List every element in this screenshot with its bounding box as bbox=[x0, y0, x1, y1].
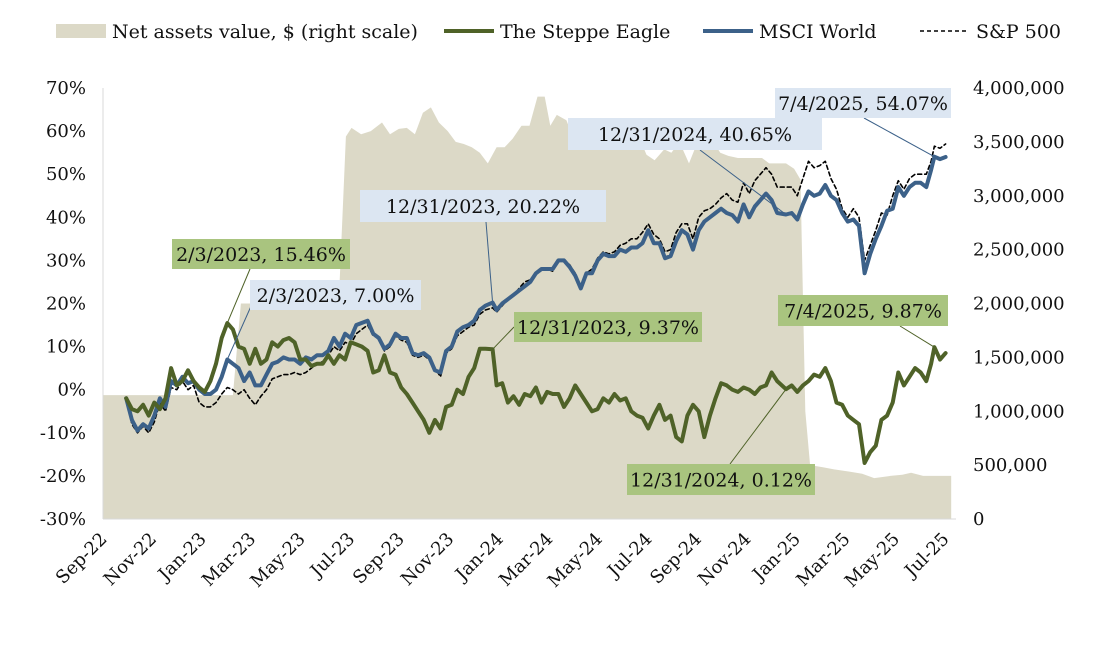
x-tick-label: Nov-23 bbox=[397, 529, 458, 590]
y-left-tick-label: 20% bbox=[46, 294, 86, 315]
callout-label: 12/31/2024, 40.65% bbox=[598, 124, 792, 146]
x-tick-label: Nov-24 bbox=[694, 529, 755, 590]
legend-swatch-area bbox=[56, 24, 106, 38]
callout-label: 2/3/2023, 15.46% bbox=[176, 244, 346, 266]
series-line-msci-world bbox=[124, 154, 948, 433]
x-tick-label: Jul-25 bbox=[899, 529, 953, 583]
callout-box bbox=[627, 464, 815, 495]
x-tick-label: May-25 bbox=[841, 529, 904, 592]
callout-label: 2/3/2023, 7.00% bbox=[257, 285, 415, 307]
callout-box bbox=[514, 312, 702, 342]
y-right-tick-label: 0 bbox=[973, 509, 984, 530]
y-left-tick-label: 30% bbox=[46, 250, 86, 271]
x-tick-label: May-23 bbox=[246, 529, 309, 592]
x-tick-label: Sep-23 bbox=[349, 529, 409, 589]
x-tick-label: May-24 bbox=[544, 529, 607, 592]
legend-label: MSCI World bbox=[759, 21, 877, 43]
callout-leader-line bbox=[226, 268, 251, 324]
y-right-tick-label: 4,000,000 bbox=[973, 78, 1065, 99]
callout-label: 12/31/2024, 0.12% bbox=[630, 470, 812, 492]
y-left-tick-label: -10% bbox=[40, 423, 86, 444]
callout-label: 7/4/2025, 9.87% bbox=[784, 301, 942, 323]
series-area-net-assets bbox=[103, 96, 952, 519]
callout-leader-line bbox=[729, 388, 787, 465]
y-right-tick-label: 500,000 bbox=[973, 455, 1047, 476]
legend-label: The Steppe Eagle bbox=[500, 21, 670, 43]
callout-box bbox=[250, 280, 421, 310]
legend-label: S&P 500 bbox=[976, 21, 1061, 43]
callout-leader-line bbox=[863, 117, 935, 158]
legend-item: Net assets value, $ (right scale) bbox=[56, 21, 418, 43]
x-tick-label: Sep-24 bbox=[646, 529, 706, 589]
callout-box bbox=[568, 118, 822, 150]
y-left-tick-label: 60% bbox=[46, 121, 86, 142]
callout-box bbox=[775, 88, 951, 118]
y-right-tick-label: 1,000,000 bbox=[973, 401, 1065, 422]
y-right-tick-label: 1,500,000 bbox=[973, 347, 1065, 368]
callout-leader-line bbox=[899, 325, 935, 348]
callout-box bbox=[778, 295, 948, 326]
y-left-tick-label: -30% bbox=[40, 509, 86, 530]
callout-leader-line bbox=[485, 221, 494, 303]
x-tick-label: Sep-22 bbox=[52, 529, 112, 589]
legend-item: S&P 500 bbox=[920, 21, 1061, 43]
series-line-steppe-eagle bbox=[124, 321, 948, 465]
callout-label: 7/4/2025, 54.07% bbox=[778, 93, 948, 115]
callout-leader-line bbox=[699, 149, 787, 215]
callout-leader-line bbox=[492, 326, 515, 350]
legend-item: The Steppe Eagle bbox=[444, 21, 670, 43]
callout-box bbox=[172, 239, 350, 269]
y-right-tick-label: 2,500,000 bbox=[973, 240, 1065, 261]
y-right-tick-label: 3,000,000 bbox=[973, 186, 1065, 207]
y-right-tick-label: 2,000,000 bbox=[973, 294, 1065, 315]
y-right-tick-label: 3,500,000 bbox=[973, 132, 1065, 153]
y-left-tick-label: 0% bbox=[57, 380, 86, 401]
y-left-tick-label: 10% bbox=[46, 337, 86, 358]
legend-item: MSCI World bbox=[703, 21, 877, 43]
y-left-tick-label: 40% bbox=[46, 207, 86, 228]
callout-label: 12/31/2023, 9.37% bbox=[517, 317, 699, 339]
y-left-tick-label: 50% bbox=[46, 164, 86, 185]
y-left-tick-label: 70% bbox=[46, 78, 86, 99]
y-left-tick-label: -20% bbox=[40, 466, 86, 487]
callout-box bbox=[360, 190, 606, 222]
callout-label: 12/31/2023, 20.22% bbox=[386, 196, 580, 218]
legend-label: Net assets value, $ (right scale) bbox=[112, 21, 418, 43]
x-tick-label: Nov-22 bbox=[100, 529, 161, 590]
